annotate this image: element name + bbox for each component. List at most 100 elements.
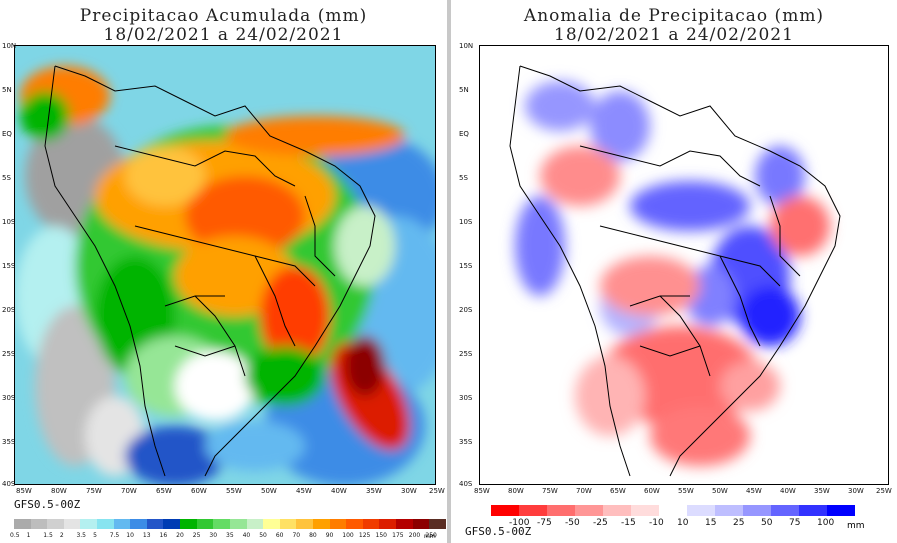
colorbar-tick-label: -15	[621, 518, 636, 528]
lat-label-20s: 20S	[459, 306, 473, 314]
colorbar-tick-label: 20	[176, 532, 184, 539]
colorbar-swatch	[312, 519, 330, 529]
colorbar-tick-label: 70	[292, 532, 301, 539]
colorbar-tick-label: 0.5	[10, 532, 20, 539]
lat-label-eq: EQ	[459, 130, 469, 138]
colorbar-tick-label: 150	[375, 532, 387, 539]
colorbar-swatch	[715, 505, 743, 516]
lon-label-85w: 85W	[474, 487, 490, 495]
colorbar-swatch	[687, 505, 715, 516]
colorbar-swatch	[771, 505, 799, 516]
lon-label-65w: 65W	[156, 487, 172, 495]
lon-label-75w: 75W	[542, 487, 558, 495]
lat-label-35s: 35S	[459, 438, 473, 446]
colorbar-tick-label: -25	[593, 518, 608, 528]
lat-label-10s: 10S	[2, 218, 16, 226]
colorbar-tick-label: 125	[358, 532, 371, 539]
left-model-label: GFS0.5-00Z	[14, 498, 81, 511]
colorbar-tick-label: -10	[649, 518, 664, 528]
lat-label-5n: 5N	[2, 86, 12, 94]
colorbar-tick-label: 30	[209, 532, 218, 539]
colorbar-swatch	[14, 519, 31, 529]
colorbar-tick-label: 5	[93, 532, 97, 539]
colorbar-swatch	[130, 519, 147, 529]
colorbar-tick-label: 2	[59, 532, 64, 539]
lon-label-35w: 35W	[366, 487, 382, 495]
lon-label-60w: 60W	[191, 487, 207, 495]
colorbar-swatch	[659, 505, 687, 516]
colorbar-tick-label: 60	[275, 532, 284, 539]
lat-label-40s: 40S	[2, 480, 16, 488]
right-title: Anomalia de Precipitacao (mm)	[523, 6, 825, 26]
colorbar-tick-label: 16	[159, 532, 168, 539]
colorbar-swatch	[146, 519, 164, 529]
colorbar-swatch	[97, 519, 114, 529]
precipitation-anomaly-map[interactable]	[479, 45, 889, 485]
colorbar-tick-label: 1.5	[43, 532, 53, 539]
lat-label-30s: 30S	[459, 394, 473, 402]
colorbar-swatch	[631, 505, 659, 516]
colorbar-tick-label: 7.5	[109, 532, 120, 539]
colorbar-tick-label: -75	[537, 518, 552, 528]
colorbar-swatch	[362, 519, 380, 529]
colorbar-tick-label: 15	[705, 518, 717, 528]
precipitation-anomaly-panel: Anomalia de Precipitacao (mm) 18/02/2021…	[451, 0, 897, 543]
colorbar-swatch	[296, 519, 313, 529]
lon-label-25w: 25W	[876, 487, 892, 495]
colorbar-swatch	[246, 519, 264, 529]
lon-label-80w: 80W	[51, 487, 67, 495]
colorbar-tick-label: 250	[425, 532, 437, 539]
colorbar-tick-label: 175	[392, 532, 404, 539]
colorbar-swatch	[491, 505, 519, 516]
colorbar-swatch	[346, 519, 363, 529]
colorbar-swatch	[213, 519, 230, 529]
lat-label-40s: 40S	[459, 480, 473, 488]
colorbar-tick-label: 50	[761, 518, 773, 528]
lon-label-70w: 70W	[576, 487, 592, 495]
colorbar-tick-label: 90	[325, 532, 334, 539]
colorbar-swatch	[163, 519, 181, 529]
precipitation-colorbar	[14, 519, 446, 529]
colorbar-tick-label: 10	[126, 532, 134, 539]
lat-label-35s: 35S	[2, 438, 16, 446]
lon-label-70w: 70W	[121, 487, 137, 495]
colorbar-tick-label: 25	[192, 532, 201, 539]
left-date-range: 18/02/2021 a 24/02/2021	[103, 25, 344, 45]
colorbar-swatch	[263, 519, 280, 529]
colorbar-swatch	[279, 519, 297, 529]
colorbar-swatch	[229, 519, 247, 529]
colorbar-swatch	[429, 519, 446, 529]
colorbar-swatch	[80, 519, 98, 529]
colorbar-tick-label: 10	[677, 518, 689, 528]
lon-label-45w: 45W	[746, 487, 762, 495]
accumulated-precipitation-map[interactable]	[14, 45, 436, 485]
colorbar-tick-label: 100	[342, 532, 354, 539]
lon-label-85w: 85W	[16, 487, 32, 495]
lon-label-40w: 40W	[780, 487, 796, 495]
colorbar-tick-label: 35	[226, 532, 234, 539]
lat-label-5s: 5S	[459, 174, 468, 182]
lon-label-65w: 65W	[610, 487, 626, 495]
lon-label-45w: 45W	[296, 487, 312, 495]
colorbar-tick-label: 80	[309, 532, 317, 539]
lon-label-75w: 75W	[86, 487, 102, 495]
colorbar-tick-label: 100	[817, 518, 835, 528]
right-model-label: GFS0.5-00Z	[465, 525, 532, 538]
lat-label-10n: 10N	[459, 42, 474, 50]
colorbar-tick-label: 25	[733, 518, 745, 528]
colorbar-tick-label: 50	[259, 532, 267, 539]
lat-label-5s: 5S	[2, 174, 11, 182]
lat-label-15s: 15S	[459, 262, 473, 270]
right-units-label: mm	[847, 521, 865, 531]
lon-label-40w: 40W	[331, 487, 347, 495]
left-title: Precipitacao Acumulada (mm)	[79, 6, 368, 26]
colorbar-swatch	[412, 519, 430, 529]
colorbar-swatch	[113, 519, 131, 529]
lon-label-35w: 35W	[814, 487, 830, 495]
colorbar-swatch	[743, 505, 771, 516]
lat-label-5n: 5N	[459, 86, 469, 94]
colorbar-tick-label: 75	[789, 518, 801, 528]
colorbar-swatch	[575, 505, 603, 516]
colorbar-swatch	[379, 519, 397, 529]
left-units-label: mm	[424, 533, 436, 540]
